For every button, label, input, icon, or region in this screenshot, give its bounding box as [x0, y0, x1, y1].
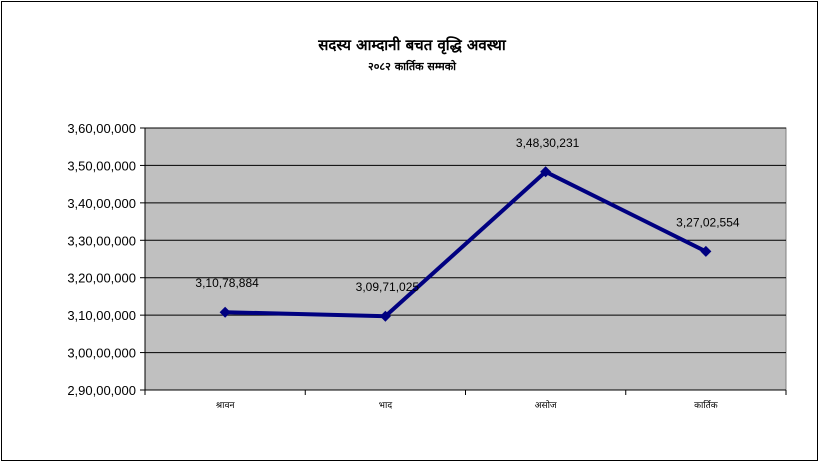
- data-label: 3,48,30,231: [516, 136, 580, 150]
- x-tick-label: असोज: [535, 399, 557, 411]
- data-label: 3,27,02,554: [676, 215, 740, 229]
- y-tick-label: 3,50,00,000: [67, 158, 136, 173]
- y-tick-label: 3,20,00,000: [67, 271, 136, 286]
- y-tick-label: 3,60,00,000: [67, 121, 136, 136]
- axes: 2,90,00,000 3,00,00,000 3,10,00,000 3,20,00…: [67, 121, 787, 411]
- chart-title: सदस्य आम्दानी बचत वृद्धि अवस्था: [317, 36, 507, 55]
- data-point: [540, 166, 552, 178]
- x-tick-label: श्रावन: [216, 401, 236, 411]
- y-tick-label: 3,00,00,000: [67, 346, 136, 361]
- data-point: [219, 306, 231, 318]
- y-tick-label: 3,10,00,000: [67, 308, 136, 323]
- gridlines: [145, 127, 786, 354]
- data-label: 3,09,71,025: [356, 280, 420, 294]
- y-tick-label: 3,40,00,000: [67, 196, 136, 211]
- y-tick-label: 2,90,00,000: [67, 383, 136, 398]
- plot-area: [144, 127, 787, 391]
- data-point: [379, 310, 391, 322]
- data-label: 3,10,78,884: [195, 276, 259, 290]
- series: [219, 166, 712, 322]
- x-tick-label: कार्तिक: [694, 399, 719, 411]
- plot-background: [144, 127, 787, 391]
- series-line: [225, 169, 707, 319]
- data-point: [700, 245, 712, 257]
- y-tick-label: 3,30,00,000: [67, 233, 136, 248]
- x-tick-label: भाद: [379, 401, 393, 411]
- data-labels: 3,10,78,884 3,09,71,025 3,48,30,231 3,27,02…: [195, 136, 739, 294]
- chart-subtitle: २०८२ कार्तिक सम्मको: [368, 59, 457, 73]
